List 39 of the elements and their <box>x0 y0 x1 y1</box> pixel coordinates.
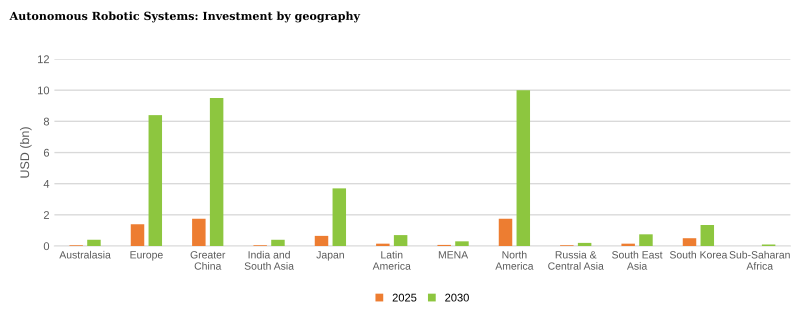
x-tick-label: North America <box>495 250 534 270</box>
y-tick-label: 4 <box>44 180 50 188</box>
bar <box>516 90 530 246</box>
x-tick-label: Sub-Saharan Africa <box>730 250 790 270</box>
bar <box>394 235 408 246</box>
x-tick-label: Australasia <box>59 250 111 259</box>
x-tick-label: South Korea <box>670 250 728 259</box>
bar <box>332 188 346 246</box>
bar <box>455 241 469 246</box>
bar <box>682 238 696 246</box>
legend-label: 2025 <box>392 294 416 302</box>
bar <box>210 98 224 246</box>
x-tick-label: Greater China <box>190 251 226 270</box>
legend-label: 2030 <box>445 294 469 302</box>
bar <box>192 218 206 246</box>
bar <box>148 115 162 246</box>
x-tick-label: Japan <box>316 251 344 261</box>
bar <box>130 224 144 246</box>
bar <box>578 242 592 246</box>
x-tick-label: Latin America <box>372 250 411 270</box>
chart-title: Autonomous Robotic Systems: Investment by geography <box>10 11 360 22</box>
y-tick-label: 0 <box>44 242 50 250</box>
bar <box>639 234 653 246</box>
x-tick-label: Russia & Central Asia <box>548 250 604 270</box>
y-tick-label: 6 <box>44 148 50 157</box>
x-tick-label: MENA <box>438 251 468 258</box>
bar <box>314 236 328 246</box>
y-tick-label: 10 <box>38 86 50 94</box>
bar <box>271 240 285 246</box>
x-tick-label: Europe <box>130 251 163 261</box>
x-tick-label: India and South Asia <box>244 250 294 270</box>
bar <box>87 240 101 246</box>
y-tick-label: 2 <box>44 211 49 219</box>
x-tick-label: South East Asia <box>612 250 662 270</box>
y-axis-title: USD (bn) <box>20 127 32 178</box>
y-tick-label: 12 <box>38 55 49 64</box>
bar <box>498 218 512 246</box>
bar <box>700 224 714 246</box>
y-tick-label: 8 <box>44 118 50 126</box>
